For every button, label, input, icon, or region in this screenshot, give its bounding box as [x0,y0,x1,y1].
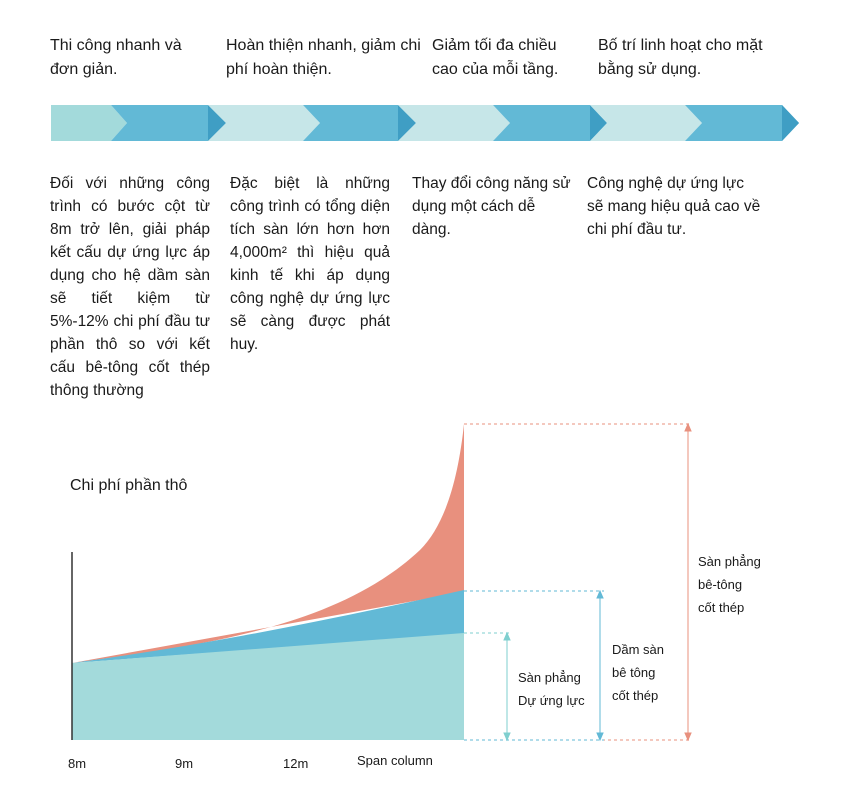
label-prestressed-2: Dự ứng lực [518,693,585,708]
label-prestressed-1: Sàn phẳng [518,670,581,685]
label-beam-slab-3: cốt thép [612,688,658,703]
benefit-1: Thi công nhanh và đơn giản. [50,37,182,78]
x-label-8m: 8m [68,756,86,771]
dimension-rc-flat-slab [684,422,692,742]
arrow-segment-2 [208,105,416,141]
label-rc-flat-slab-2: bê-tông [698,577,742,592]
area-rc-flat-slab [72,424,464,663]
benefit-3: Giảm tối đa chiều cao của mỗi tầng. [432,37,559,78]
dimension-prestressed [503,631,511,742]
description-2: Đặc biệt là những công trình có tổng diệ… [230,175,390,353]
arrow-segment-1 [51,105,226,141]
label-beam-slab-1: Dầm sàn [612,642,664,657]
arrow-segment-3 [398,105,607,141]
chart-title: Chi phí phần thô [70,477,188,494]
x-label-9m: 9m [175,756,193,771]
description-4: Công nghệ dự ứng lực sẽ mang hiệu quả ca… [587,175,761,238]
x-label-12m: 12m [283,756,308,771]
x-axis-title: Span column [357,753,433,768]
label-rc-flat-slab-3: cốt thép [698,600,744,615]
arrow-segment-4 [590,105,799,141]
cost-chart: Chi phí phần thô Sàn phẳng Dự ứng lực Dầ… [68,422,761,771]
area-prestressed-flat-slab [72,633,464,740]
description-3: Thay đổi công năng sử dụng một cách dễ d… [412,175,571,238]
dimension-beam-slab [596,589,604,742]
process-arrow-bar [51,105,799,141]
benefit-4: Bố trí linh hoạt cho mặt bằng sử dụng. [598,37,763,78]
label-beam-slab-2: bê tông [612,665,655,680]
benefit-2: Hoàn thiện nhanh, giảm chi phí hoàn thiệ… [226,37,421,78]
label-rc-flat-slab-1: Sàn phẳng [698,554,761,569]
description-1: Đối với những công trình có bước cột từ … [50,175,210,399]
